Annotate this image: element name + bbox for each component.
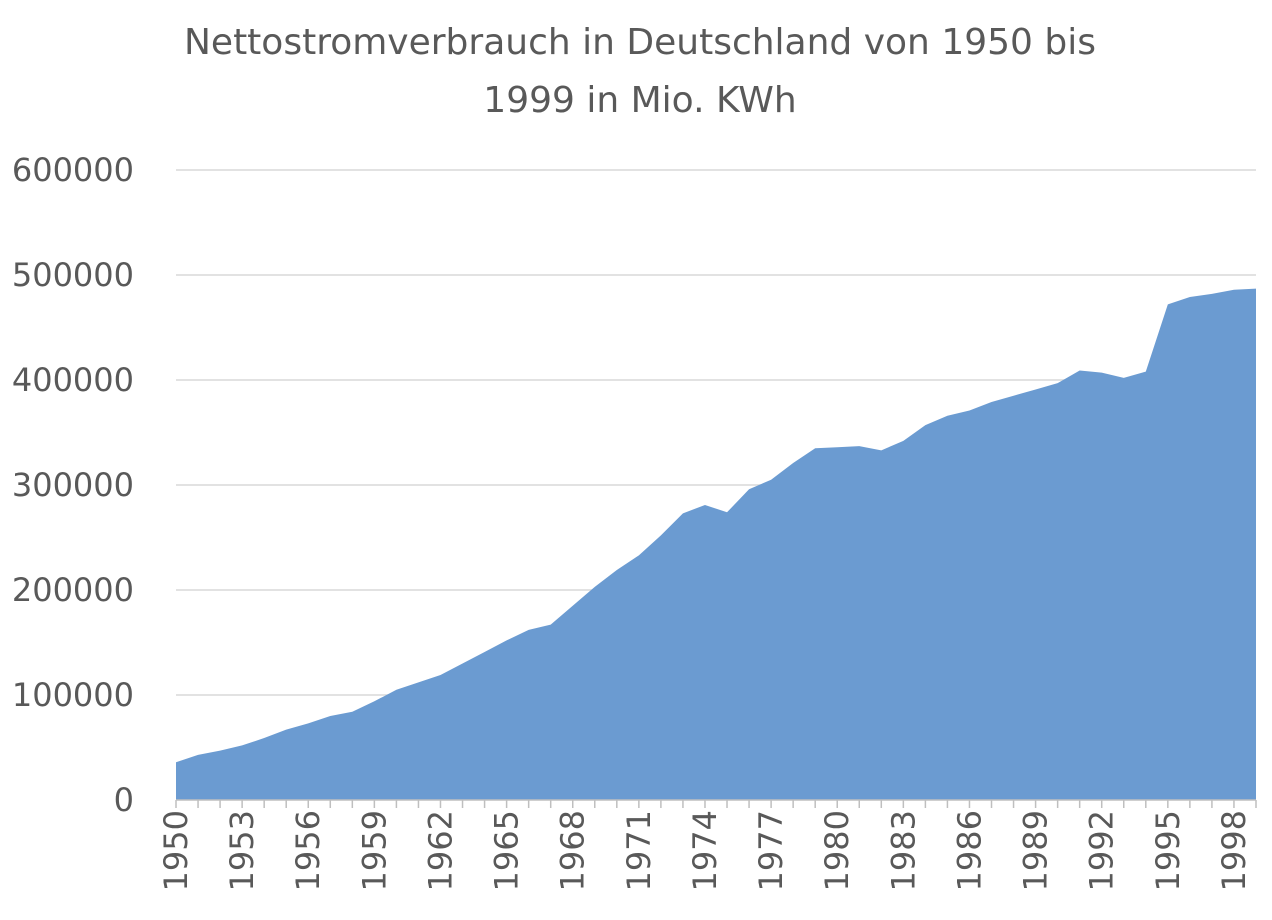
x-tick-label: 1962 [421, 810, 459, 891]
x-tick-label: 1986 [950, 810, 988, 891]
x-tick-label: 1971 [620, 810, 658, 891]
y-tick-label: 200000 [12, 571, 134, 609]
y-tick-label: 500000 [12, 256, 134, 294]
x-tick-label: 1980 [818, 810, 856, 891]
x-tick-label: 1983 [884, 810, 922, 891]
x-tick-label: 1995 [1149, 810, 1187, 891]
x-tick-label: 1977 [752, 810, 790, 891]
y-tick-label: 300000 [12, 466, 134, 504]
area-series [176, 288, 1256, 800]
x-tick-label: 1998 [1215, 810, 1253, 891]
x-tick-label: 1968 [554, 810, 592, 891]
y-tick-label: 600000 [12, 151, 134, 189]
x-tick-label: 1989 [1017, 810, 1055, 891]
y-tick-label: 400000 [12, 361, 134, 399]
x-tick-label: 1974 [686, 810, 724, 891]
x-tick-label: 1965 [488, 810, 526, 891]
x-tick-label: 1959 [355, 810, 393, 891]
chart-title-line-2: 1999 in Mio. KWh [483, 80, 797, 121]
x-tick-label: 1956 [289, 810, 327, 891]
x-tick-label: 1953 [223, 810, 261, 891]
chart-title-line-1: Nettostromverbrauch in Deutschland von 1… [183, 22, 1096, 63]
y-tick-label: 0 [114, 781, 134, 819]
x-tick-label: 1992 [1083, 810, 1121, 891]
y-tick-label: 100000 [12, 676, 134, 714]
x-tick-label: 1950 [157, 810, 195, 891]
chart-title: Nettostromverbrauch in Deutschland von 1… [0, 14, 1272, 130]
